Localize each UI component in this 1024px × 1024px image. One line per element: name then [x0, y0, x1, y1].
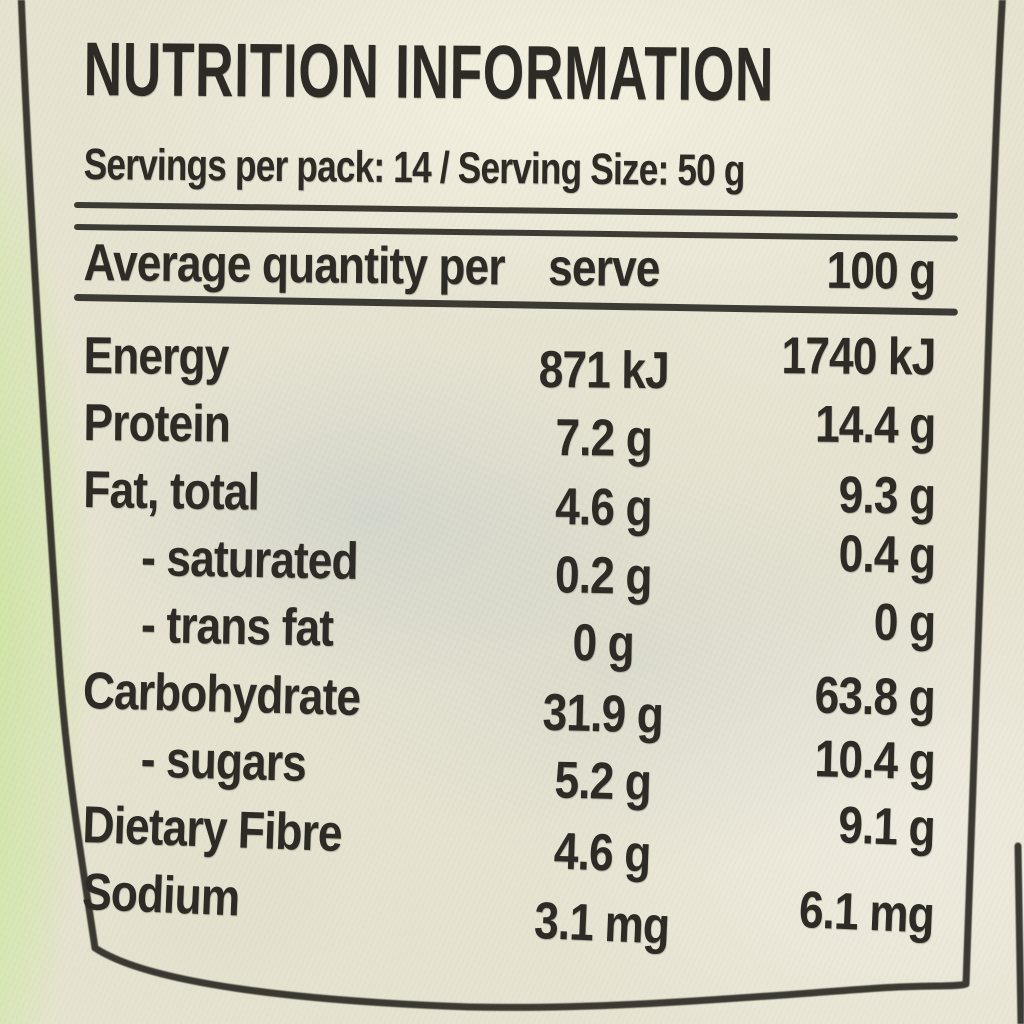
adjacent-panel-edge: [1014, 842, 1024, 1024]
